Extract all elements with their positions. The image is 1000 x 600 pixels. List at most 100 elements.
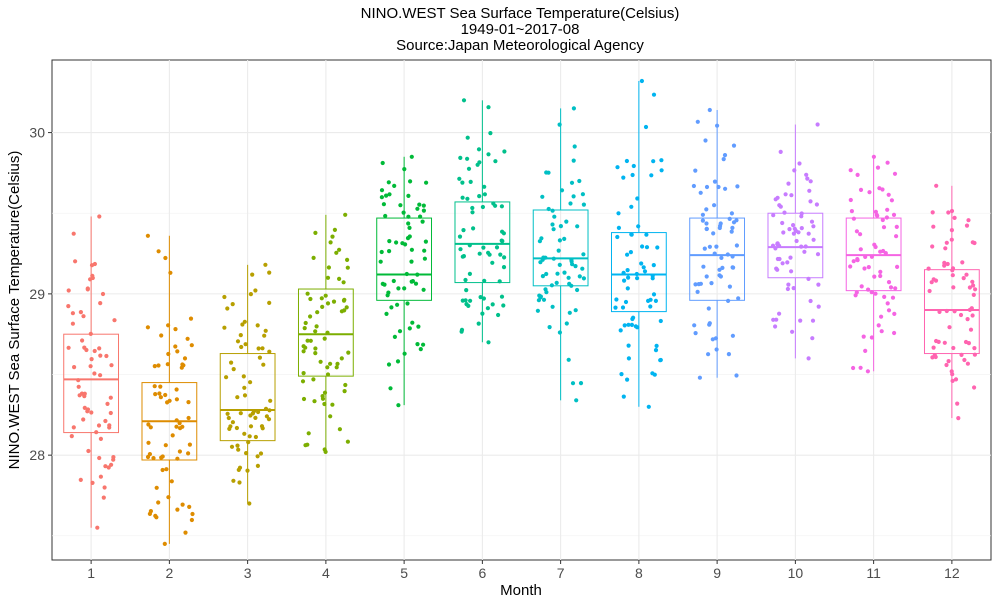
data-point (388, 386, 393, 391)
data-point (170, 433, 175, 438)
data-point (965, 317, 970, 322)
data-point (396, 403, 401, 408)
data-point (222, 294, 227, 300)
data-point (720, 265, 725, 270)
data-point (933, 354, 938, 360)
data-point (461, 254, 466, 259)
data-point (145, 233, 150, 238)
data-point (308, 314, 313, 319)
data-point (186, 451, 191, 456)
data-point (325, 301, 331, 306)
data-point (303, 345, 308, 350)
data-point (312, 399, 317, 404)
data-point (498, 252, 503, 257)
data-point (325, 372, 331, 377)
data-point (625, 268, 630, 273)
data-point (695, 289, 700, 294)
data-point (470, 205, 475, 211)
data-point (805, 176, 810, 181)
x-tick-label: 4 (322, 565, 330, 581)
data-point (572, 144, 577, 149)
data-point (328, 414, 333, 419)
data-point (302, 326, 307, 331)
data-point (409, 279, 414, 284)
data-point (320, 394, 325, 399)
data-point (332, 227, 337, 232)
data-point (148, 425, 153, 430)
data-point (942, 260, 947, 265)
data-point (540, 274, 546, 279)
data-point (931, 345, 936, 350)
data-point (879, 314, 884, 319)
data-point (894, 224, 899, 229)
data-point (807, 188, 812, 193)
data-point (313, 230, 318, 235)
data-point (550, 304, 555, 309)
data-point (886, 280, 892, 285)
data-point (180, 424, 185, 429)
data-point (331, 299, 337, 304)
data-point (878, 273, 883, 279)
data-point (570, 381, 576, 386)
data-point (104, 353, 109, 359)
data-point (267, 349, 272, 354)
data-point (146, 422, 151, 427)
data-point (535, 308, 541, 313)
data-point (726, 298, 731, 303)
data-point (301, 396, 307, 402)
data-point (398, 203, 403, 208)
data-point (395, 302, 400, 307)
data-point (158, 395, 163, 400)
data-point (718, 274, 724, 279)
data-point (626, 275, 631, 280)
data-point (618, 328, 623, 333)
data-point (92, 371, 97, 376)
data-point (629, 322, 635, 327)
data-point (651, 159, 656, 164)
data-point (145, 454, 151, 460)
data-point (653, 298, 659, 303)
data-point (802, 249, 807, 254)
data-point (387, 239, 392, 244)
data-point (644, 232, 649, 237)
data-point (157, 391, 162, 396)
data-point (386, 180, 391, 185)
data-point (189, 517, 194, 523)
data-point (476, 147, 482, 152)
data-point (256, 346, 261, 351)
data-point (387, 192, 392, 197)
data-point (775, 242, 780, 247)
data-point (468, 298, 473, 303)
data-point (325, 365, 330, 370)
data-point (187, 504, 192, 509)
data-point (465, 135, 470, 140)
data-point (264, 414, 269, 419)
data-point (89, 410, 94, 415)
data-point (145, 325, 150, 330)
data-point (567, 310, 572, 315)
data-point (729, 229, 734, 234)
data-point (719, 255, 724, 260)
data-point (691, 183, 697, 189)
data-point (930, 244, 935, 249)
data-point (816, 282, 821, 287)
data-point (499, 294, 505, 299)
data-point (712, 203, 717, 208)
data-point (384, 311, 389, 316)
data-point (405, 301, 410, 306)
data-point (174, 397, 179, 402)
data-point (173, 344, 178, 349)
data-point (552, 214, 557, 219)
data-point (934, 183, 939, 188)
data-point (658, 358, 663, 363)
data-point (345, 439, 350, 444)
x-tick-label: 3 (244, 565, 252, 581)
data-point (76, 384, 81, 389)
data-point (639, 261, 644, 266)
y-tick-label: 30 (29, 125, 45, 141)
data-point (66, 288, 71, 293)
data-point (960, 260, 965, 265)
data-point (726, 352, 732, 357)
data-point (241, 374, 246, 379)
data-point (386, 362, 392, 367)
